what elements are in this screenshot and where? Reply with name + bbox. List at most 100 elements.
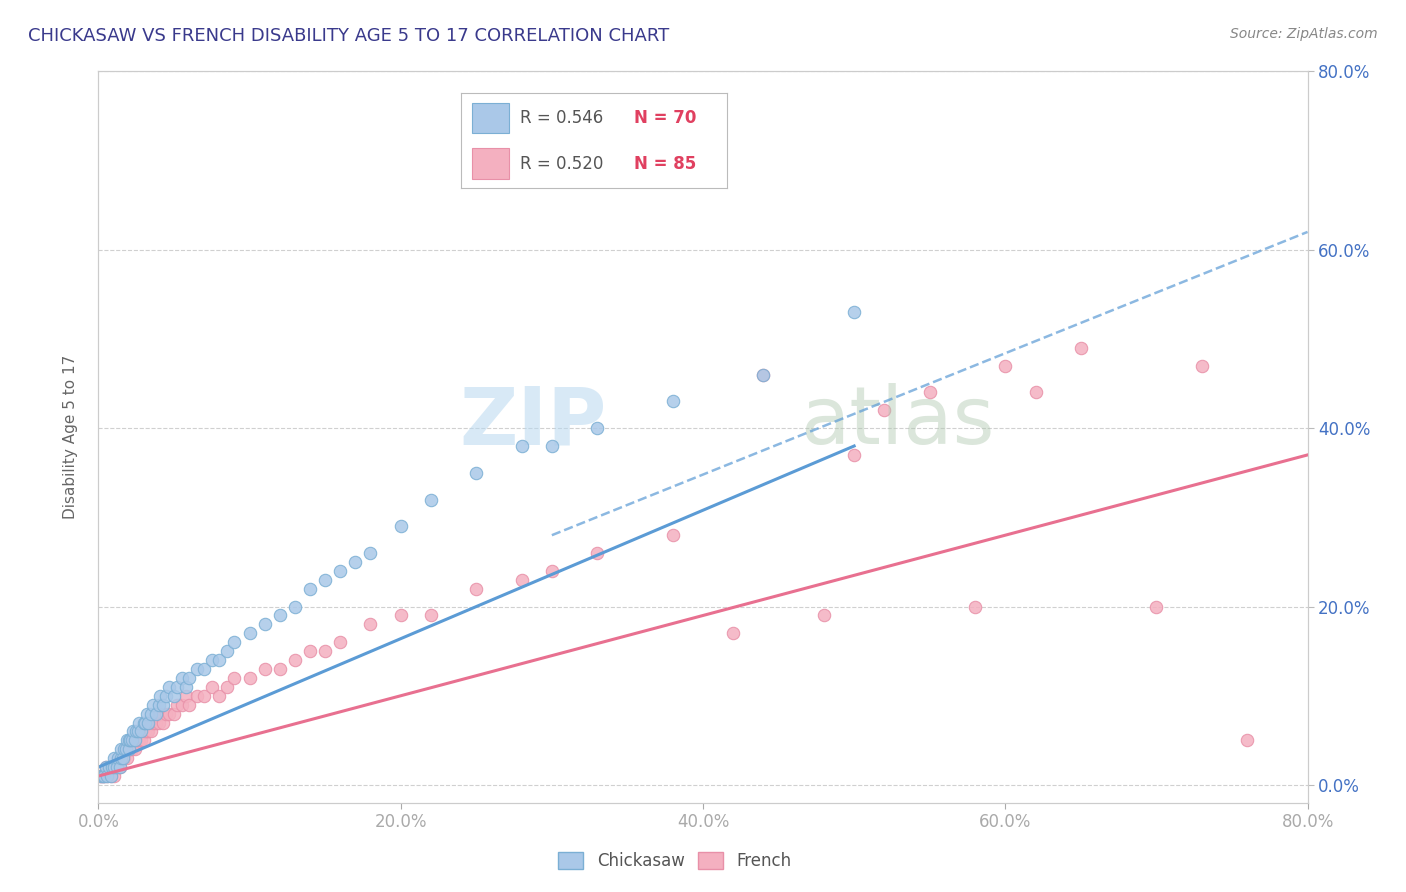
Point xyxy=(91,769,114,783)
Point xyxy=(121,742,143,756)
Point xyxy=(152,715,174,730)
Point xyxy=(752,368,775,382)
Point xyxy=(125,724,148,739)
Point xyxy=(114,742,136,756)
Point xyxy=(94,760,117,774)
Point xyxy=(844,305,866,319)
Point xyxy=(208,689,231,703)
Point xyxy=(159,680,181,694)
Point xyxy=(118,733,141,747)
Point xyxy=(100,769,122,783)
Point xyxy=(465,582,488,596)
Point xyxy=(269,662,291,676)
Point xyxy=(107,751,129,765)
Point xyxy=(329,564,352,578)
Point xyxy=(299,644,322,658)
Point xyxy=(110,751,132,765)
Point xyxy=(91,769,114,783)
Point xyxy=(124,733,146,747)
Point xyxy=(128,715,150,730)
Legend: Chickasaw, French: Chickasaw, French xyxy=(554,847,796,875)
Point xyxy=(692,171,714,186)
Y-axis label: Disability Age 5 to 17: Disability Age 5 to 17 xyxy=(63,355,77,519)
Point xyxy=(389,519,412,533)
Point xyxy=(105,760,128,774)
Point xyxy=(329,635,352,649)
Point xyxy=(108,760,131,774)
Point xyxy=(510,439,533,453)
Point xyxy=(163,689,186,703)
Text: ZIP: ZIP xyxy=(458,384,606,461)
Point xyxy=(1144,599,1167,614)
Point xyxy=(98,760,121,774)
Point xyxy=(129,733,152,747)
Point xyxy=(314,644,336,658)
Point xyxy=(201,653,224,667)
Point xyxy=(215,644,238,658)
Point xyxy=(103,751,125,765)
Point xyxy=(465,466,488,480)
Point xyxy=(420,608,443,623)
Point xyxy=(134,724,156,739)
Point xyxy=(149,689,172,703)
Point xyxy=(112,742,135,756)
Point xyxy=(752,368,775,382)
Point xyxy=(114,742,136,756)
Point xyxy=(90,769,112,783)
Point xyxy=(253,662,276,676)
Point xyxy=(132,733,155,747)
Point xyxy=(135,706,157,721)
Point xyxy=(118,742,141,756)
Point xyxy=(122,733,145,747)
Point xyxy=(149,706,172,721)
Text: Source: ZipAtlas.com: Source: ZipAtlas.com xyxy=(1230,27,1378,41)
Point xyxy=(120,733,142,747)
Point xyxy=(269,608,291,623)
Point xyxy=(179,671,201,685)
Point xyxy=(110,751,132,765)
Point xyxy=(139,715,162,730)
Point xyxy=(186,662,208,676)
Text: CHICKASAW VS FRENCH DISABILITY AGE 5 TO 17 CORRELATION CHART: CHICKASAW VS FRENCH DISABILITY AGE 5 TO … xyxy=(28,27,669,45)
Point xyxy=(155,689,177,703)
Point xyxy=(314,573,336,587)
Point xyxy=(586,546,609,560)
Text: atlas: atlas xyxy=(800,384,994,461)
Point xyxy=(360,546,382,560)
Point xyxy=(103,769,125,783)
Point xyxy=(100,769,122,783)
Point xyxy=(145,715,167,730)
Point xyxy=(112,751,135,765)
Point xyxy=(239,626,262,640)
Point xyxy=(224,671,246,685)
Point xyxy=(115,751,138,765)
Point xyxy=(120,742,142,756)
Point xyxy=(540,439,562,453)
Point xyxy=(125,733,148,747)
Point xyxy=(110,751,132,765)
Point xyxy=(111,751,134,765)
Point xyxy=(111,751,134,765)
Point xyxy=(101,760,124,774)
Point xyxy=(510,573,533,587)
Point xyxy=(1070,341,1092,355)
Point xyxy=(208,653,231,667)
Point xyxy=(118,742,141,756)
Point xyxy=(1024,385,1046,400)
Point xyxy=(166,680,188,694)
Point xyxy=(127,733,149,747)
Point xyxy=(152,698,174,712)
Point xyxy=(170,671,193,685)
Point xyxy=(142,698,165,712)
Point xyxy=(159,706,181,721)
Point xyxy=(103,760,125,774)
Point xyxy=(148,715,170,730)
Point xyxy=(389,608,412,623)
Point xyxy=(141,724,163,739)
Point xyxy=(844,448,866,462)
Point xyxy=(127,724,149,739)
Point xyxy=(994,359,1017,373)
Point xyxy=(129,724,152,739)
Point xyxy=(723,626,745,640)
Point xyxy=(90,769,112,783)
